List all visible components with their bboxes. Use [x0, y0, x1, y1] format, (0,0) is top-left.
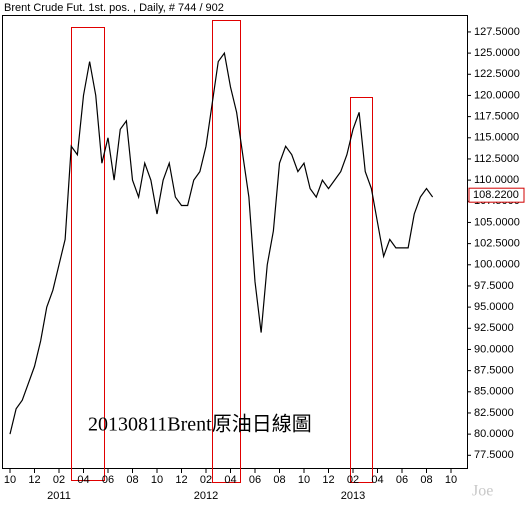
highlight-box — [71, 27, 105, 481]
y-tick-label: 105.0000 — [474, 216, 520, 228]
x-tick-label: 02 — [347, 474, 359, 486]
y-tick-label: 112.5000 — [474, 153, 519, 165]
x-tick-label: 12 — [175, 474, 187, 486]
x-tick-label: 06 — [396, 474, 408, 486]
x-tick-label: 02 — [200, 474, 212, 486]
y-tick-label: 97.5000 — [474, 280, 514, 292]
y-tick-label: 127.5000 — [474, 26, 520, 38]
y-tick-label: 85.0000 — [474, 386, 514, 398]
x-tick-label: 12 — [28, 474, 40, 486]
x-tick-label: 02 — [53, 474, 65, 486]
x-tick-label: 06 — [249, 474, 261, 486]
x-tick-label: 04 — [224, 474, 236, 486]
y-tick-label: 90.0000 — [474, 343, 514, 355]
y-tick-label: 95.0000 — [474, 301, 514, 313]
last-price-box — [468, 187, 525, 203]
y-tick-label: 102.5000 — [474, 238, 520, 250]
y-tick-label: 77.5000 — [474, 449, 514, 461]
x-tick-label: 10 — [445, 474, 457, 486]
highlight-box — [350, 97, 373, 483]
y-tick-label: 117.5000 — [474, 111, 519, 123]
year-label: 2011 — [47, 490, 71, 502]
chart-title: Brent Crude Fut. 1st. pos. , Daily, # 74… — [4, 2, 224, 14]
x-tick-label: 06 — [102, 474, 114, 486]
y-tick-label: 115.0000 — [474, 132, 519, 144]
y-tick-label: 82.5000 — [474, 407, 514, 419]
plot-frame — [2, 15, 468, 469]
x-tick-label: 08 — [420, 474, 432, 486]
watermark: Joe — [472, 483, 493, 500]
x-tick-label: 10 — [151, 474, 163, 486]
y-tick-label: 110.0000 — [474, 174, 519, 186]
price-line — [9, 51, 434, 435]
year-label: 2012 — [194, 490, 218, 502]
y-tick-label: 87.5000 — [474, 365, 514, 377]
x-tick-label: 04 — [371, 474, 383, 486]
highlight-box — [212, 20, 241, 483]
year-label: 2013 — [341, 490, 365, 502]
x-tick-label: 08 — [126, 474, 138, 486]
annotation: 20130811Brent原油日線圖 — [88, 413, 312, 436]
y-tick-label: 80.0000 — [474, 428, 514, 440]
x-tick-label: 08 — [273, 474, 285, 486]
x-tick-label: 04 — [77, 474, 89, 486]
last-price-label: 108.2200 — [473, 189, 519, 201]
x-tick-label: 10 — [4, 474, 16, 486]
y-tick-label: 122.5000 — [474, 68, 520, 80]
x-tick-label: 12 — [322, 474, 334, 486]
y-tick-label: 120.0000 — [474, 89, 520, 101]
y-tick-label: 125.0000 — [474, 47, 520, 59]
y-tick-label: 100.0000 — [474, 259, 520, 271]
x-tick-label: 10 — [298, 474, 310, 486]
y-tick-label: 92.5000 — [474, 322, 514, 334]
